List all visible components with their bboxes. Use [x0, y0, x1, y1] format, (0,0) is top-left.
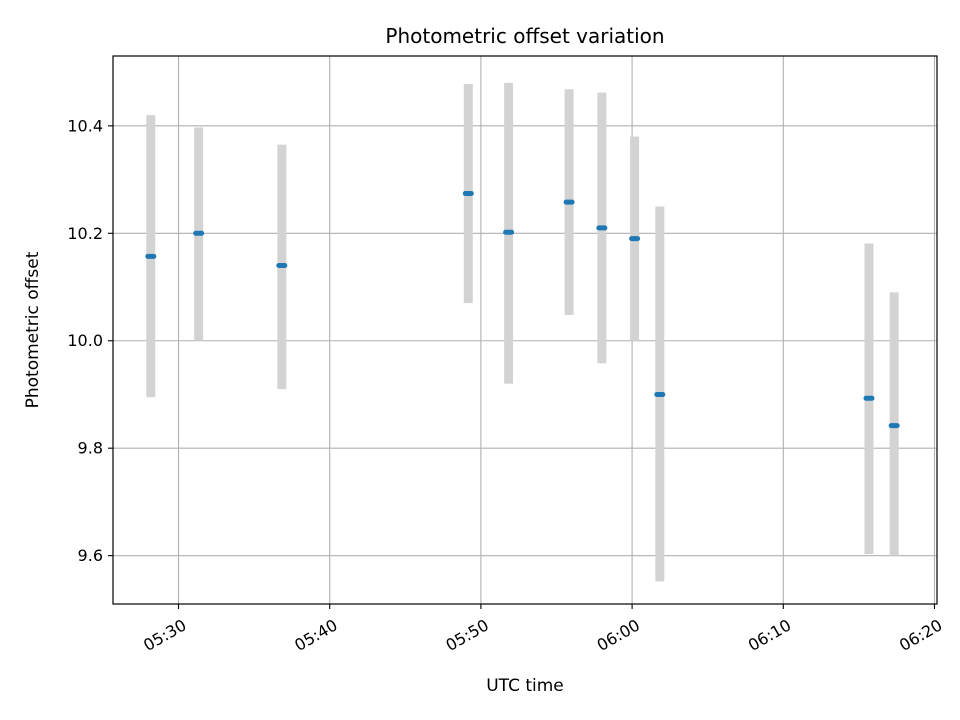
plot-area-frame — [112, 55, 938, 605]
data-point — [193, 230, 205, 236]
y-tick-label: 9.8 — [78, 439, 103, 458]
data-point — [276, 263, 288, 269]
data-points — [145, 191, 900, 429]
data-point — [145, 253, 157, 259]
grid — [113, 56, 937, 604]
data-point — [563, 199, 575, 205]
data-point — [462, 191, 474, 197]
y-tick-label: 10.2 — [67, 224, 103, 243]
y-tick-label: 10.4 — [67, 116, 103, 135]
y-tick-label: 10.0 — [67, 331, 103, 350]
data-point — [596, 225, 608, 231]
data-point — [888, 423, 900, 429]
data-point — [503, 229, 515, 235]
chart-title: Photometric offset variation — [385, 24, 664, 48]
data-point — [629, 236, 641, 242]
data-point — [863, 395, 875, 401]
x-axis-title: UTC time — [486, 676, 564, 696]
data-point — [654, 391, 666, 397]
y-tick-label: 9.6 — [78, 546, 103, 565]
y-axis-title: Photometric offset — [23, 251, 43, 408]
